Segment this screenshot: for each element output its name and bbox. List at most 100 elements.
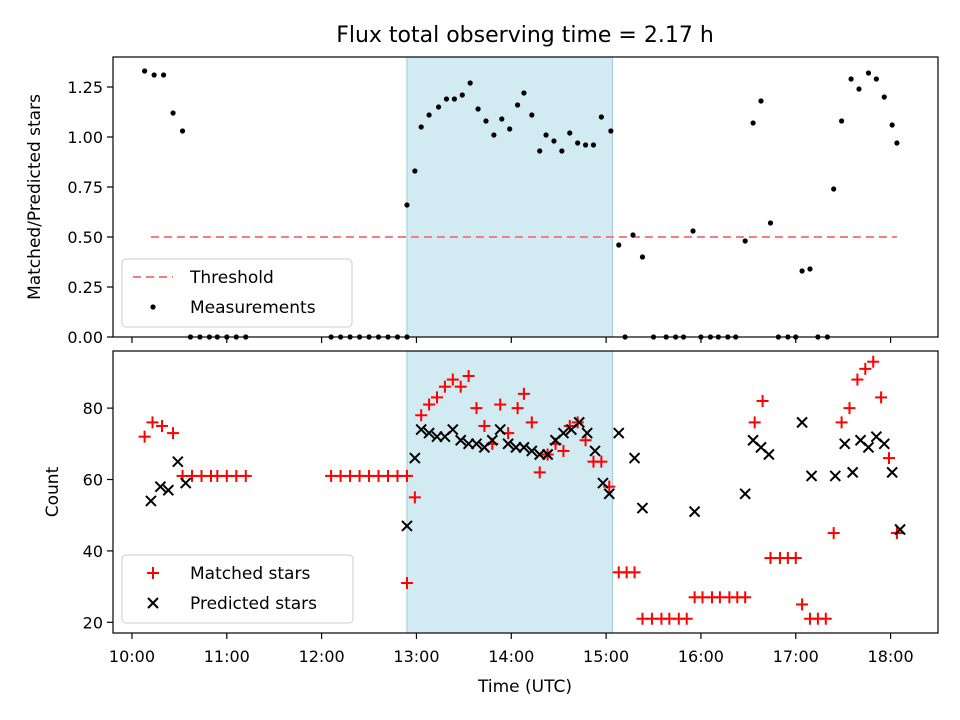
measurement-point [807, 266, 813, 272]
matched-star-point [138, 430, 151, 443]
bottom-plot-frame [112, 350, 939, 634]
measurement-point [459, 92, 465, 98]
y-tick-label: 20 [83, 613, 103, 632]
predicted-star-point [145, 495, 157, 507]
predicted-star-point [423, 427, 435, 439]
bottom-y-axis-label: Count [43, 466, 63, 517]
predicted-star-point [805, 470, 818, 482]
predicted-star-point [494, 423, 506, 436]
measurement-point [412, 168, 418, 174]
matched-star-point [239, 469, 252, 482]
measurement-point [404, 202, 410, 208]
matched-stars-legend-swatch [147, 567, 159, 579]
matched-star-point [470, 402, 483, 415]
matched-star-point [408, 491, 421, 504]
matched-star-point [146, 416, 159, 429]
measurement-point [507, 126, 513, 132]
predicted-star-point [628, 452, 641, 464]
measurement-point [865, 70, 872, 76]
top-panel: 0.00 0.25 0.50 0.75 1.00 1.25 Matched/Predict… [25, 56, 939, 347]
measurement-point [451, 96, 457, 102]
y-tick-label: 1.25 [67, 78, 103, 97]
x-tick-label: 14:00 [488, 647, 534, 666]
measurement-point [559, 148, 565, 154]
x-tick-label: 10:00 [109, 647, 155, 666]
matched-star-point [748, 416, 761, 429]
matched-star-point [789, 552, 802, 565]
matched-star-point [462, 369, 475, 382]
matched-star-point [155, 419, 168, 432]
measurement-point [742, 238, 748, 244]
predicted-star-point [846, 466, 859, 479]
top-y-axis-label: Matched/Predicted stars [25, 94, 45, 300]
predicted-star-point [401, 520, 413, 532]
measurement-point [426, 112, 432, 118]
matched-star-point [446, 373, 459, 386]
top-legend: Threshold Measurements [121, 258, 353, 328]
predicted-star-point [796, 416, 808, 429]
matched-star-point [680, 612, 693, 625]
measurement-point [767, 220, 774, 226]
matched-star-point [875, 391, 888, 404]
predicted-star-point [154, 480, 167, 493]
matched-star-point [571, 416, 584, 429]
matched-star-point [739, 591, 752, 604]
measurement-point [435, 104, 442, 110]
predicted-star-point [470, 438, 483, 450]
measurement-point [551, 138, 557, 144]
x-tick-label: 11:00 [204, 647, 250, 666]
predicted-star-point [597, 477, 609, 489]
measurement-point [521, 90, 527, 96]
measurement-point [590, 142, 597, 148]
measurement-point [639, 254, 646, 260]
predicted-star-point [162, 484, 175, 496]
matched-star-point [517, 387, 530, 400]
measurement-point [598, 114, 604, 120]
top-y-axis: 0.00 0.25 0.50 0.75 1.00 1.25 [67, 78, 113, 347]
matched-stars-legend-label: Matched stars [190, 564, 310, 584]
matched-star-point [423, 398, 436, 411]
predicted-star-point [613, 427, 625, 439]
measurement-point [848, 76, 854, 82]
y-tick-label: 0.25 [67, 278, 103, 297]
measurement-point [443, 96, 450, 102]
measurement-point [616, 242, 622, 248]
measurement-point [630, 232, 636, 238]
measurements-legend-swatch [150, 304, 156, 310]
x-tick-label: 13:00 [393, 647, 439, 666]
predicted-star-point [739, 488, 751, 500]
matched-star-point [835, 416, 848, 429]
matched-star-point [400, 469, 413, 482]
matched-star-point [525, 416, 538, 429]
matched-star-point [756, 394, 769, 407]
measurement-point [856, 86, 862, 92]
x-tick-label: 17:00 [773, 647, 819, 666]
matched-star-point [867, 355, 880, 368]
matched-star-point [796, 598, 809, 611]
predicted-star-point [573, 416, 585, 429]
y-tick-label: 0.50 [67, 228, 103, 247]
matched-star-point [494, 398, 507, 411]
predicted-star-point [541, 448, 554, 461]
x-tick-label: 15:00 [583, 647, 629, 666]
matched-star-point [430, 391, 443, 404]
measurement-point [889, 122, 895, 128]
measurement-point [831, 186, 837, 192]
matched-star-point [843, 402, 856, 415]
matched-star-point [557, 444, 570, 457]
measurement-point [608, 128, 614, 134]
bottom-legend-box [121, 554, 354, 624]
top-plot-frame [112, 56, 939, 338]
bottom-y-axis: 20 40 60 80 [83, 399, 113, 632]
measurement-point [543, 132, 549, 138]
chart-title: Flux total observing time = 2.17 h [336, 23, 714, 48]
predicted-star-point [557, 427, 570, 439]
predicted-star-point [829, 470, 841, 482]
matched-star-point [819, 612, 832, 625]
predicted-star-point [526, 445, 538, 457]
measurement-point [799, 268, 805, 274]
matched-star-point [533, 466, 546, 479]
measurement-point [170, 110, 176, 116]
bottom-x-axis: 10:00 11:00 12:00 13:00 14:00 15:00 16:00 17:00… [109, 633, 914, 666]
top-shaded-span [406, 56, 613, 338]
